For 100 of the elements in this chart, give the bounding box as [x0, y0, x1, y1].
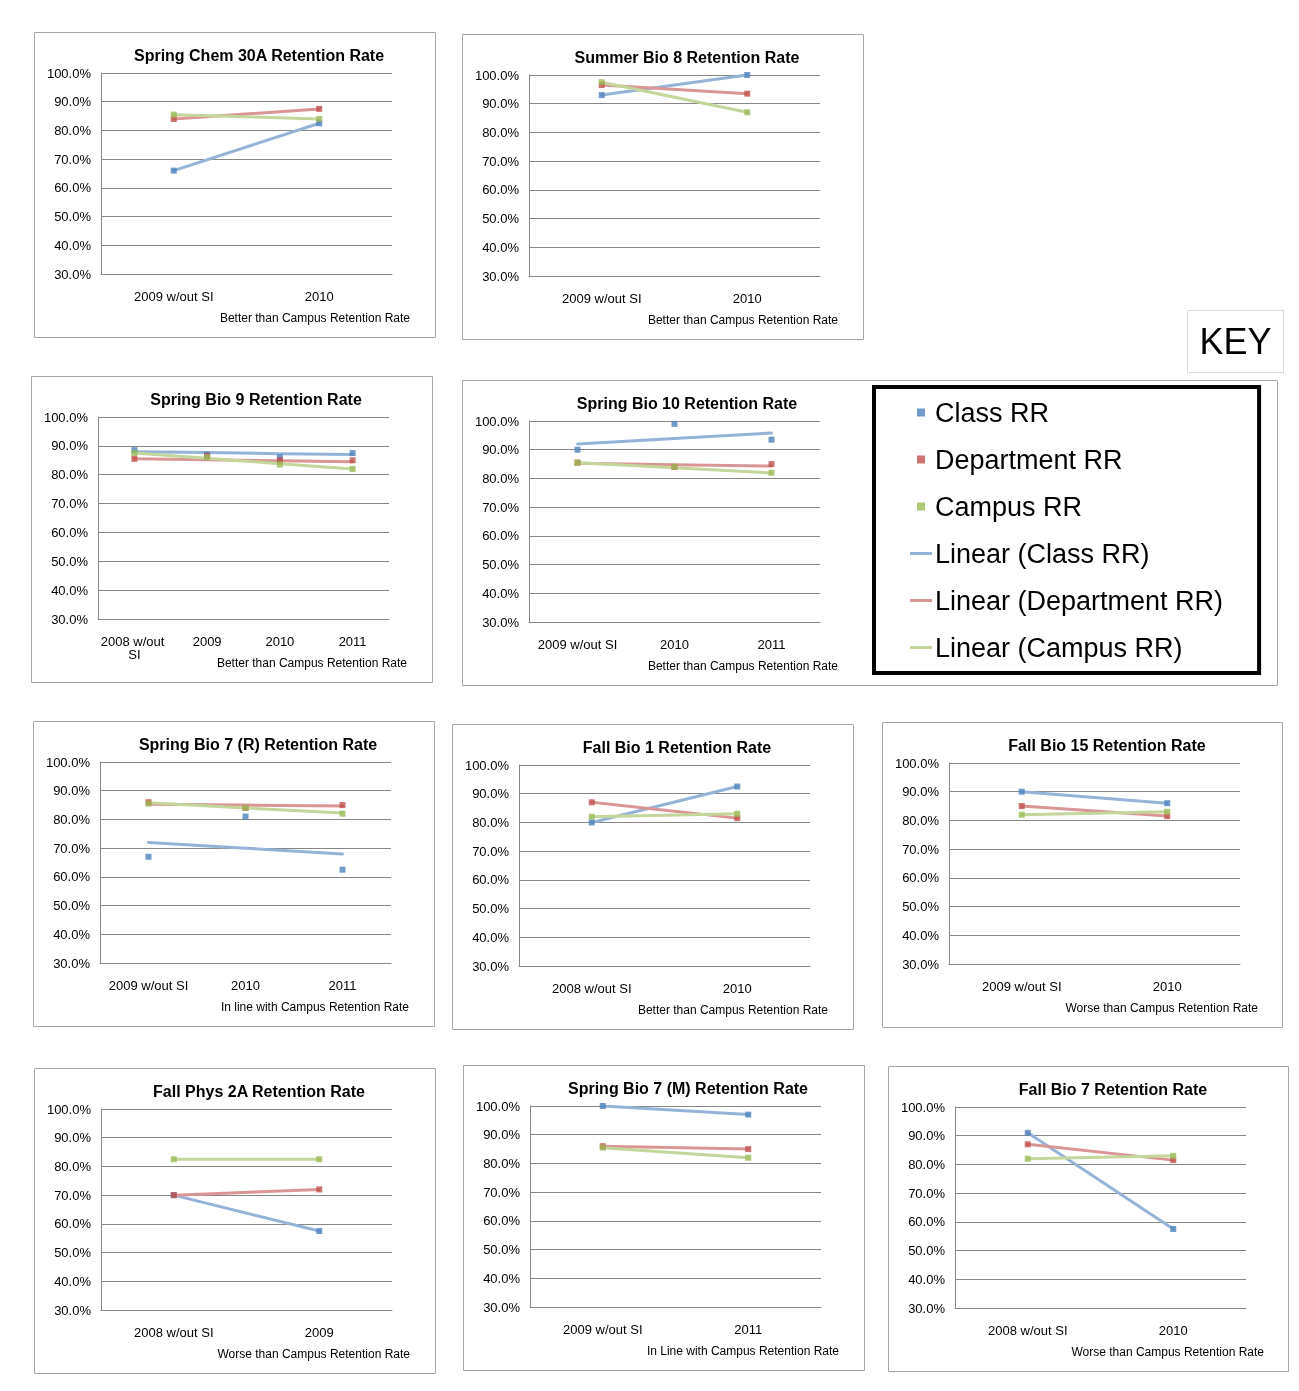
- x-tick-label: 2009: [304, 1325, 334, 1340]
- y-tick-label: 40.0%: [53, 926, 91, 942]
- x-tick-label: 2011: [734, 1322, 763, 1337]
- y-tick-label: 100.0%: [474, 413, 520, 429]
- x-tick-label: 2010: [1152, 979, 1182, 994]
- x-tick-label: 2009 w/out SI: [982, 979, 1062, 994]
- y-tick-label: 40.0%: [482, 585, 520, 601]
- y-tick-label: 90.0%: [482, 442, 520, 458]
- y-tick-label: 80.0%: [482, 470, 520, 486]
- y-tick-label: 100.0%: [474, 67, 520, 83]
- legend-label: Class RR: [935, 397, 1050, 428]
- y-tick-label: 100.0%: [46, 1101, 92, 1117]
- chart-title: Spring Bio 7 (M) Retention Rate: [568, 1079, 809, 1097]
- y-tick-label: 100.0%: [464, 757, 510, 773]
- text: In line with Campus Retention Rate: [220, 1000, 410, 1014]
- y-tick-label: 30.0%: [902, 956, 940, 972]
- chart-title: Summer Bio 8 Retention Rate: [574, 48, 800, 66]
- y-tick-label: 90.0%: [472, 786, 510, 802]
- y-tick-label: 30.0%: [54, 266, 92, 282]
- x-tick-label: 2008 w/out SI: [552, 981, 632, 996]
- chart-title: Spring Chem 30A Retention Rate: [133, 46, 385, 64]
- y-tick-label: 60.0%: [482, 528, 520, 544]
- x-tick-label: 2009 w/out SI: [563, 1322, 643, 1337]
- x-tick-label: 2011: [757, 637, 786, 652]
- chart-title: Spring Bio 7 (R) Retention Rate: [138, 735, 378, 753]
- text: Better than Campus Retention Rate: [216, 656, 408, 670]
- y-tick-label: 60.0%: [54, 1216, 92, 1232]
- y-tick-label: 90.0%: [902, 784, 940, 800]
- y-tick-label: 50.0%: [54, 1245, 92, 1261]
- chart-title: Fall Bio 1 Retention Rate: [582, 738, 772, 756]
- x-tick-label: 2011: [328, 978, 357, 993]
- y-tick-label: 70.0%: [482, 499, 520, 515]
- y-tick-label: 70.0%: [53, 840, 91, 856]
- y-tick-label: 40.0%: [483, 1270, 521, 1286]
- y-tick-label: 90.0%: [54, 94, 92, 110]
- y-tick-label: 100.0%: [43, 409, 89, 425]
- y-tick-label: 60.0%: [483, 1213, 521, 1229]
- x-tick-label: 2011: [338, 634, 367, 649]
- y-tick-label: 30.0%: [482, 614, 520, 630]
- y-tick-label: 80.0%: [472, 814, 510, 830]
- y-tick-label: 60.0%: [51, 524, 89, 540]
- y-tick-label: 40.0%: [54, 237, 92, 253]
- y-tick-label: 70.0%: [482, 153, 520, 169]
- y-tick-label: 90.0%: [53, 783, 91, 799]
- legend-label: Department RR: [935, 444, 1123, 475]
- x-tick-label: 2009 w/out SI: [537, 637, 618, 652]
- y-tick-label: 50.0%: [51, 553, 89, 569]
- y-tick-label: 30.0%: [472, 958, 510, 974]
- x-tick-label: 2010: [722, 981, 752, 996]
- text: Worse than Campus Retention Rate: [1065, 1001, 1259, 1015]
- y-tick-label: 80.0%: [51, 467, 89, 483]
- y-tick-label: 30.0%: [908, 1300, 946, 1316]
- y-tick-label: 70.0%: [54, 1187, 92, 1203]
- y-tick-label: 70.0%: [483, 1184, 521, 1200]
- y-tick-label: 50.0%: [902, 899, 940, 915]
- x-tick-label: 2010: [304, 289, 334, 304]
- legend-label: Linear (Campus RR): [935, 632, 1183, 663]
- y-tick-label: 70.0%: [902, 841, 940, 857]
- y-tick-label: 80.0%: [908, 1156, 946, 1172]
- y-tick-label: 80.0%: [54, 1158, 92, 1174]
- y-tick-label: 60.0%: [472, 872, 510, 888]
- x-tick-label: 2009 w/out SI: [562, 291, 642, 306]
- y-tick-label: 80.0%: [483, 1155, 521, 1171]
- y-tick-label: 50.0%: [482, 211, 520, 227]
- y-tick-label: 90.0%: [482, 96, 520, 112]
- y-tick-label: 70.0%: [54, 151, 92, 167]
- y-tick-label: 60.0%: [54, 180, 92, 196]
- y-tick-label: 80.0%: [53, 811, 91, 827]
- y-tick-label: 50.0%: [908, 1243, 946, 1259]
- y-tick-label: 100.0%: [46, 65, 92, 81]
- x-tick-label: 2010: [231, 978, 260, 993]
- y-tick-label: 50.0%: [53, 898, 91, 914]
- y-tick-label: 70.0%: [908, 1185, 946, 1201]
- y-tick-label: 60.0%: [908, 1214, 946, 1230]
- y-tick-label: 70.0%: [51, 496, 89, 512]
- y-tick-label: 40.0%: [51, 582, 89, 598]
- y-tick-label: 40.0%: [472, 929, 510, 945]
- text: Worse than Campus Retention Rate: [1071, 1345, 1265, 1359]
- y-tick-label: 60.0%: [53, 869, 91, 885]
- y-tick-label: 50.0%: [482, 557, 520, 573]
- chart-title: Fall Phys 2A Retention Rate: [153, 1082, 366, 1100]
- y-tick-label: 40.0%: [482, 239, 520, 255]
- x-tick-label: 2010: [265, 634, 295, 649]
- y-tick-label: 60.0%: [482, 182, 520, 198]
- text: Better than Campus Retention Rate: [637, 1003, 829, 1017]
- y-tick-label: 40.0%: [54, 1273, 92, 1289]
- x-tick-label: 2008 w/out SI: [988, 1323, 1068, 1338]
- text: Worse than Campus Retention Rate: [217, 1347, 411, 1361]
- y-tick-label: 30.0%: [483, 1299, 521, 1315]
- x-tick-label: 2008 w/out SI: [100, 634, 168, 662]
- x-tick-label: 2008 w/out SI: [134, 1325, 214, 1340]
- y-tick-label: 50.0%: [54, 209, 92, 225]
- legend-label: Campus RR: [935, 491, 1083, 522]
- x-tick-label: 2010: [660, 637, 689, 652]
- y-tick-label: 80.0%: [54, 122, 92, 138]
- chart-title: Fall Bio 7 Retention Rate: [1018, 1080, 1208, 1098]
- text: Better than Campus Retention Rate: [219, 311, 411, 325]
- y-tick-label: 90.0%: [51, 438, 89, 454]
- legend-label: Linear (Class RR): [935, 538, 1150, 569]
- y-tick-label: 100.0%: [475, 1098, 521, 1114]
